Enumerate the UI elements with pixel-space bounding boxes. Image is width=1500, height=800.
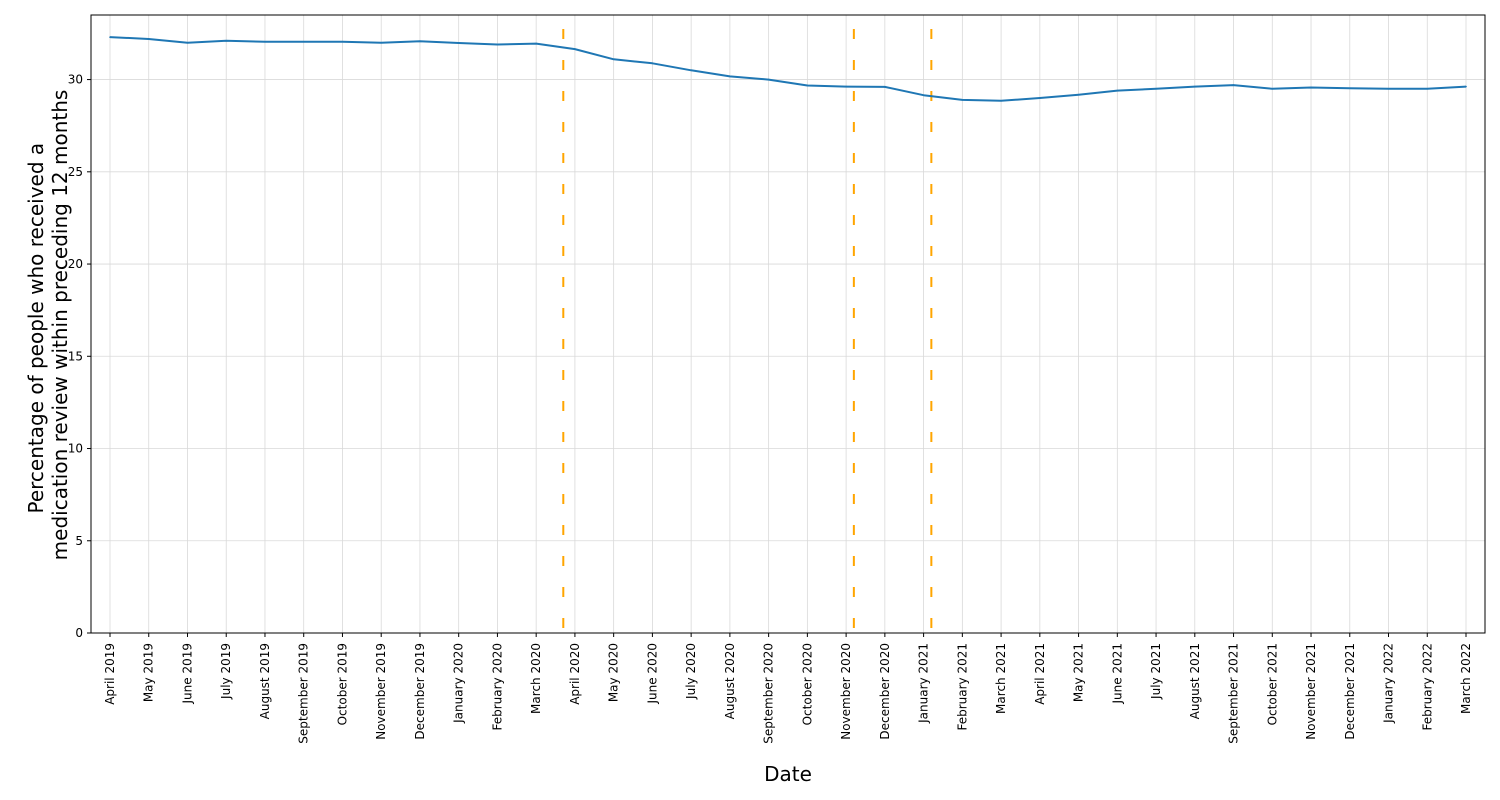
y-tick-label: 25: [68, 165, 83, 179]
data-point: [1426, 87, 1429, 90]
data-point: [1271, 87, 1274, 90]
x-tick-label: July 2020: [684, 643, 698, 700]
data-point: [225, 40, 228, 42]
x-tick-label: April 2019: [103, 643, 117, 705]
series-layer: [109, 36, 1467, 102]
event-lines: [562, 29, 933, 633]
x-tick-label: February 2020: [490, 643, 504, 731]
data-point: [651, 62, 654, 65]
x-tick-label: October 2021: [1265, 643, 1279, 725]
data-point: [380, 41, 383, 44]
data-point: [961, 99, 964, 101]
data-point: [1000, 99, 1002, 102]
data-point: [612, 58, 615, 61]
x-tick-label: May 2019: [142, 643, 156, 702]
x-tick-label: May 2021: [1072, 643, 1086, 702]
x-tick-label: October 2020: [800, 643, 814, 725]
x-tick-label: February 2021: [955, 643, 969, 731]
data-point: [1232, 84, 1235, 86]
data-point: [729, 75, 731, 78]
data-point: [806, 84, 809, 87]
data-point: [767, 78, 770, 81]
data-point: [302, 40, 305, 43]
x-tick-label: April 2021: [1033, 643, 1047, 705]
svg-text:Percentage of people who recei: Percentage of people who received a medi…: [24, 90, 72, 561]
data-point: [457, 42, 460, 44]
axis-layer: April 2019 May 2019 June 2019 July 2019 Augu…: [68, 14, 1486, 744]
x-tick-label: January 2022: [1382, 643, 1396, 724]
data-point: [1348, 87, 1351, 90]
plot-frame: [90, 14, 1486, 634]
y-tick-label: 5: [75, 534, 83, 548]
data-point: [690, 69, 692, 72]
x-tick-label: June 2019: [180, 643, 194, 705]
data-point: [496, 43, 499, 46]
data-point: [845, 85, 847, 88]
x-tick-label: November 2020: [839, 643, 853, 740]
data-point: [1387, 87, 1390, 90]
x-tick-label: August 2020: [723, 643, 737, 719]
data-point: [535, 42, 537, 45]
data-point: [419, 40, 421, 42]
x-tick-label: November 2019: [374, 643, 388, 740]
y-tick-label: 20: [68, 257, 83, 271]
x-tick-label: September 2020: [762, 643, 776, 744]
data-point: [1194, 85, 1196, 88]
data-point: [264, 40, 266, 43]
data-point: [884, 86, 886, 88]
data-point: [1310, 86, 1312, 89]
y-tick-label: 10: [68, 442, 83, 456]
data-point: [1155, 87, 1157, 90]
x-tick-label: September 2019: [297, 643, 311, 744]
y-tick-label: 0: [75, 626, 83, 640]
y-axis-title: Percentage of people who received a medi…: [24, 90, 72, 561]
y-axis-title-line-1: Percentage of people who received a: [24, 143, 48, 514]
x-tick-label: September 2021: [1227, 643, 1241, 744]
x-tick-label: November 2021: [1304, 643, 1318, 740]
series-line: [109, 36, 1467, 102]
x-tick-label: January 2020: [452, 643, 466, 724]
x-axis-title: Date: [764, 762, 812, 786]
x-tick-label: December 2021: [1343, 643, 1357, 740]
x-tick-label: February 2022: [1420, 643, 1434, 731]
data-point: [1465, 85, 1467, 88]
x-tick-label: March 2020: [529, 643, 543, 714]
data-point: [574, 48, 576, 50]
x-tick-label: July 2021: [1149, 643, 1163, 700]
data-point: [109, 36, 111, 38]
data-point: [922, 94, 925, 97]
data-point: [186, 41, 189, 44]
data-point: [147, 38, 150, 40]
y-axis-title-line-2: medication review within preceding 12 mo…: [48, 90, 72, 561]
data-point: [1039, 97, 1041, 99]
y-tick-label: 15: [68, 349, 83, 363]
x-tick-label: December 2019: [413, 643, 427, 740]
data-point: [1116, 89, 1119, 92]
x-tick-label: July 2019: [219, 643, 233, 700]
x-tick-label: October 2019: [335, 643, 349, 725]
data-point: [1077, 93, 1080, 96]
x-tick-label: May 2020: [607, 643, 621, 702]
x-tick-label: April 2020: [568, 643, 582, 705]
x-tick-label: December 2020: [878, 643, 892, 740]
x-tick-label: August 2021: [1188, 643, 1202, 719]
x-tick-label: January 2021: [917, 643, 931, 724]
x-tick-label: August 2019: [258, 643, 272, 719]
x-tick-label: March 2022: [1459, 643, 1473, 714]
data-point: [341, 40, 344, 43]
x-tick-label: March 2021: [994, 643, 1008, 714]
x-tick-label: June 2021: [1110, 643, 1124, 705]
grid-layer: [91, 15, 1485, 634]
x-tick-label: June 2020: [645, 643, 659, 705]
y-tick-label: 30: [68, 73, 83, 87]
